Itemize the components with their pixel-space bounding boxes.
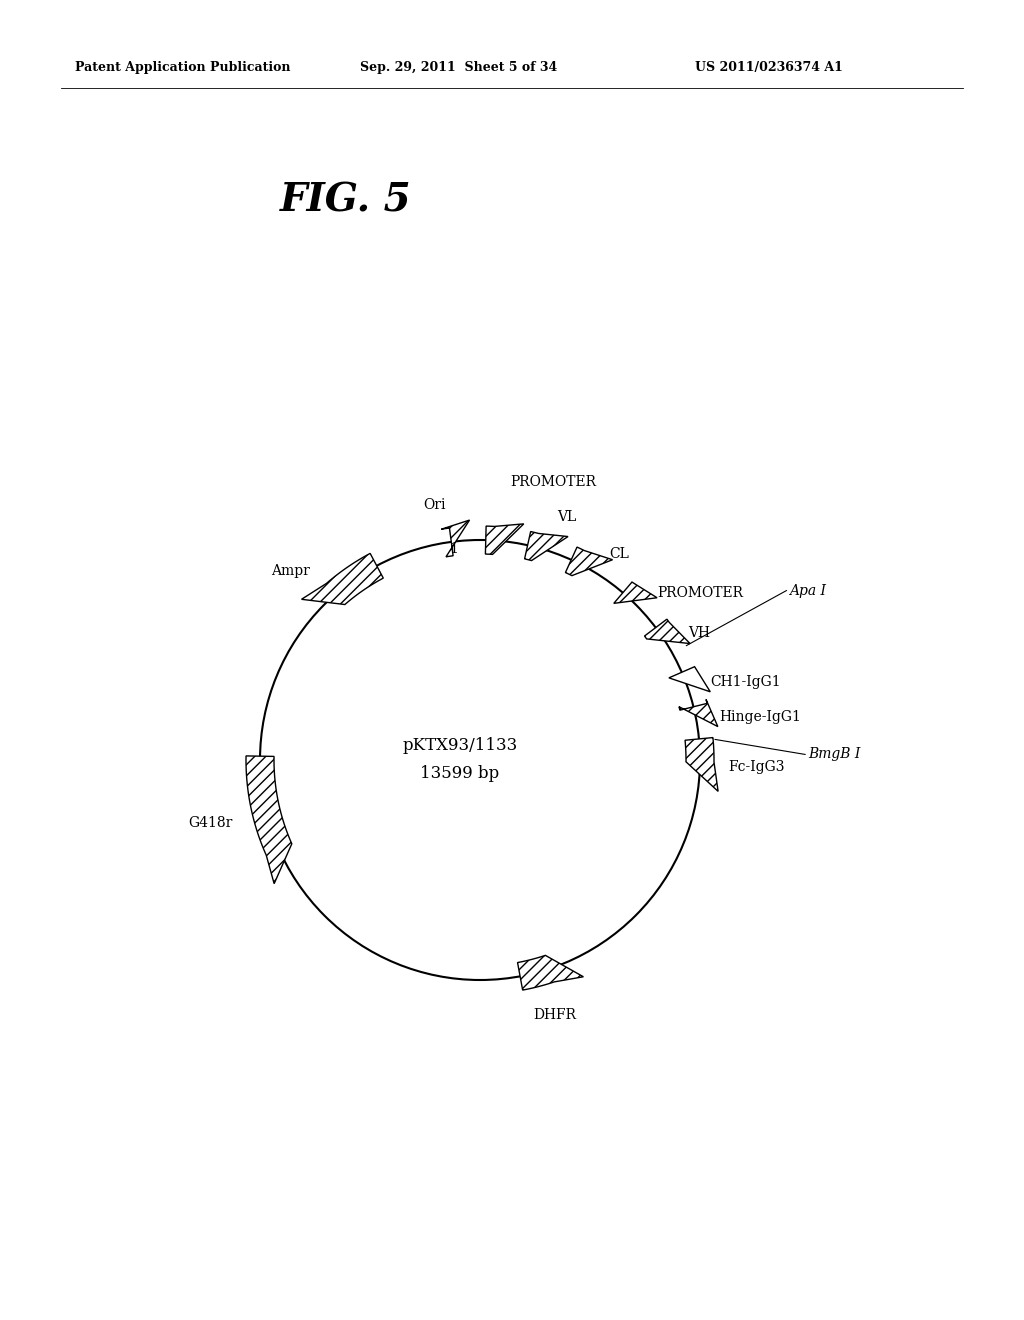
Polygon shape xyxy=(669,667,711,692)
Text: 1: 1 xyxy=(450,543,458,556)
Text: PROMOTER: PROMOTER xyxy=(510,475,596,490)
Polygon shape xyxy=(517,956,584,990)
Polygon shape xyxy=(679,700,718,726)
Text: BmgB I: BmgB I xyxy=(808,747,860,762)
Text: CL: CL xyxy=(609,546,629,561)
Polygon shape xyxy=(524,532,568,561)
Text: 13599 bp: 13599 bp xyxy=(421,766,500,783)
Text: G418r: G418r xyxy=(187,816,232,830)
Text: pKTX93/1133: pKTX93/1133 xyxy=(402,738,517,755)
Polygon shape xyxy=(301,553,383,605)
Text: Hinge-IgG1: Hinge-IgG1 xyxy=(720,710,802,725)
Text: DHFR: DHFR xyxy=(534,1008,577,1022)
Text: Ori: Ori xyxy=(423,498,445,512)
Polygon shape xyxy=(685,738,718,792)
Polygon shape xyxy=(246,756,292,883)
Text: Fc-IgG3: Fc-IgG3 xyxy=(728,760,784,774)
Polygon shape xyxy=(644,619,690,644)
Text: FIG. 5: FIG. 5 xyxy=(280,181,412,219)
Text: VH: VH xyxy=(688,627,710,640)
Text: Apa I: Apa I xyxy=(790,583,826,598)
Text: Sep. 29, 2011  Sheet 5 of 34: Sep. 29, 2011 Sheet 5 of 34 xyxy=(360,62,557,74)
Polygon shape xyxy=(613,582,657,603)
Polygon shape xyxy=(485,524,523,554)
Text: US 2011/0236374 A1: US 2011/0236374 A1 xyxy=(695,62,843,74)
Text: Patent Application Publication: Patent Application Publication xyxy=(75,62,291,74)
Text: CH1-IgG1: CH1-IgG1 xyxy=(710,675,780,689)
Text: VL: VL xyxy=(557,511,577,524)
Polygon shape xyxy=(565,546,612,576)
Polygon shape xyxy=(441,520,470,557)
Text: Ampr: Ampr xyxy=(271,564,310,578)
Text: PROMOTER: PROMOTER xyxy=(657,586,743,599)
